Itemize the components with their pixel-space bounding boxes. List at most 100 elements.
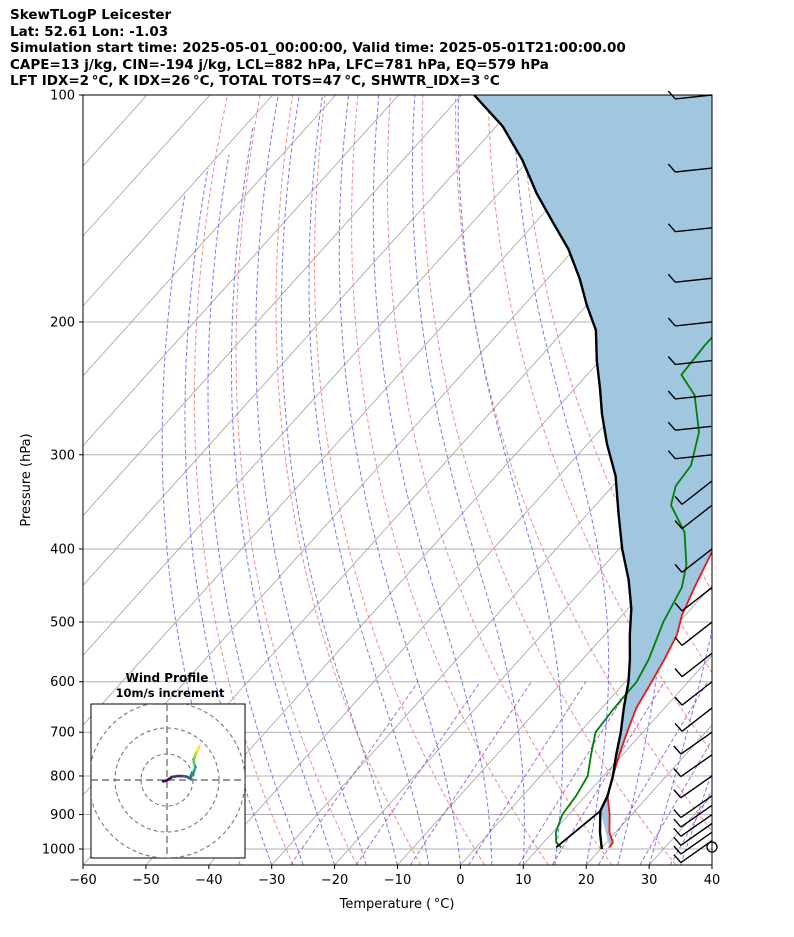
- mixing-ratio-line: [551, 681, 665, 865]
- dry-adiabat-line: [421, 95, 677, 865]
- location-text: Lat: 52.61 Lon: -1.03: [10, 23, 169, 40]
- cape-area-layer: [474, 95, 712, 848]
- dry-adiabat-line: [194, 95, 294, 865]
- wind-barb-staff: [675, 321, 713, 327]
- wind-barb: [674, 586, 713, 612]
- wind-barb-staff: [680, 813, 713, 837]
- mixing-ratio-line: [355, 681, 481, 865]
- wind-barb-staff: [681, 586, 713, 612]
- mixing-ratio-line: [639, 739, 712, 865]
- x-tick-label: −10: [384, 873, 411, 888]
- wind-barb-flag: [674, 602, 683, 612]
- wind-barb: [673, 795, 713, 819]
- wind-barb-staff: [675, 394, 713, 400]
- wind-barb: [667, 317, 713, 327]
- wind-barb-staff: [681, 504, 713, 530]
- isotherm-line: [522, 654, 712, 865]
- y-tick-label: 900: [50, 808, 75, 823]
- dry-adiabat-line: [351, 95, 549, 865]
- dewpoint-profile-line: [555, 335, 712, 849]
- wind-barb-flag: [673, 845, 682, 855]
- y-tick-label: 400: [50, 542, 75, 557]
- wind-barb-flag: [673, 789, 682, 799]
- time-text: Simulation start time: 2025-05-01_00:00:…: [10, 40, 626, 56]
- wind-barb-staff: [680, 795, 713, 819]
- mixing-ratio-line: [518, 681, 634, 865]
- wind-barb-flag: [667, 390, 676, 400]
- wind-barb: [667, 390, 713, 400]
- wind-barb-flag: [667, 450, 676, 460]
- isotherm-line: [83, 95, 651, 726]
- y-axis-label: Pressure (hPa): [19, 433, 34, 526]
- wind-barb-staff: [675, 425, 713, 431]
- wind-barb-staff: [680, 831, 713, 855]
- hodograph-title: Wind Profile: [126, 671, 209, 685]
- isotherm-line: [83, 95, 337, 377]
- isotherm-line: [775, 95, 794, 865]
- wind-barb-flag: [673, 809, 682, 819]
- wind-barb-flag: [674, 563, 683, 573]
- cape-shading: [474, 95, 712, 848]
- wind-barb-flag: [674, 668, 683, 678]
- wind-barb: [673, 804, 713, 828]
- wind-barb-flag: [667, 421, 676, 431]
- derived-indices-text: LFT IDX=2 °C, K IDX=26 °C, TOTAL TOTS=47…: [10, 73, 500, 89]
- series-layer: [473, 95, 712, 850]
- moist-adiabat-line: [207, 154, 304, 865]
- mixing-ratio-line: [290, 681, 419, 865]
- wind-barb-staff: [675, 454, 713, 460]
- isotherm-line: [83, 95, 85, 97]
- y-tick-label: 300: [50, 448, 75, 463]
- wind-barb: [667, 273, 713, 283]
- dry-adiabat-line: [781, 95, 794, 865]
- y-tick-label: 600: [50, 675, 75, 690]
- wind-barb: [674, 707, 713, 732]
- wind-barb: [674, 504, 713, 530]
- x-tick-label: 20: [578, 873, 595, 888]
- wind-barb-flag: [673, 818, 682, 828]
- isotherm-line: [83, 95, 588, 657]
- wind-barb-staff: [680, 822, 713, 846]
- dry-adiabat-line: [235, 95, 358, 865]
- isotherm-line: [271, 375, 712, 865]
- wind-barb: [673, 775, 713, 799]
- wind-barb-flag: [667, 163, 676, 173]
- moist-adiabat-line: [512, 95, 610, 865]
- y-tick-label: 100: [50, 89, 75, 104]
- wind-barb-staff: [675, 227, 713, 233]
- wind-barb-staff: [675, 94, 713, 100]
- x-tick-label: 40: [704, 873, 721, 888]
- wind-barbs: [667, 90, 718, 864]
- axes-layer: −60 −50 −40 −30 −20 −10 0 10 20 30 40 1000 900 800 700…: [42, 89, 720, 889]
- hodograph-inset: Wind Profile 10m/s increment: [90, 671, 246, 859]
- hodograph-segment: [196, 744, 201, 751]
- chart-header: SkewTLogP Leicester Lat: 52.61 Lon: -1.0…: [10, 7, 790, 90]
- dry-adiabat-line: [455, 95, 712, 832]
- wind-barb-staff: [681, 681, 713, 706]
- wind-barb-flag: [667, 317, 676, 327]
- mixing-ratio-line: [409, 681, 532, 865]
- wind-barb-flag: [674, 495, 683, 505]
- wind-barb: [667, 450, 713, 460]
- grid-layer: [83, 95, 794, 865]
- wind-barb: [667, 163, 713, 173]
- wind-barb-staff: [680, 775, 713, 799]
- wind-barb-staff: [675, 277, 713, 283]
- wind-barb-flag: [667, 273, 676, 283]
- wind-barb-flag: [673, 854, 682, 863]
- x-tick-label: −30: [258, 873, 285, 888]
- isotherm-line: [83, 95, 525, 587]
- wind-barb: [673, 731, 713, 755]
- wind-barb-staff: [681, 480, 713, 505]
- wind-barb-flag: [673, 768, 682, 778]
- wind-barb: [673, 813, 713, 837]
- isotherm-line: [83, 95, 274, 307]
- x-tick-label: −20: [321, 873, 348, 888]
- wind-barb: [673, 840, 713, 864]
- wind-barb-flag: [667, 223, 676, 233]
- wind-barb: [673, 754, 713, 778]
- x-tick-label: −50: [132, 873, 159, 888]
- moist-adiabat-line: [457, 95, 564, 865]
- wind-barb-staff: [680, 840, 713, 864]
